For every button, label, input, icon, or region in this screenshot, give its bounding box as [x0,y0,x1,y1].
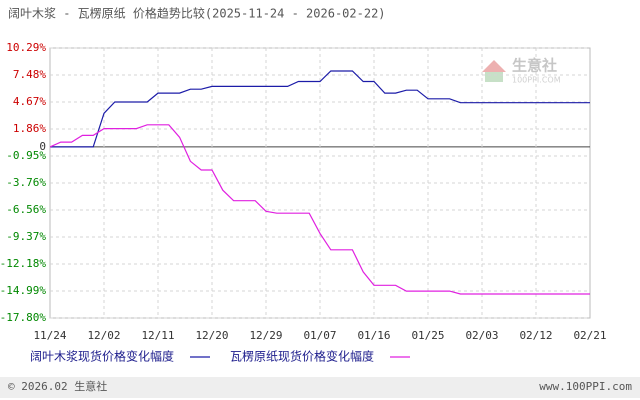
y-tick-label: 4.67% [13,95,46,108]
x-tick-label: 01/16 [357,329,390,342]
y-tick-label: 7.48% [13,68,46,81]
watermark-logo [485,72,503,82]
x-tick-label: 02/21 [573,329,606,342]
chart-title: 阔叶木浆 - 瓦楞原纸 价格趋势比较(2025-11-24 - 2026-02-… [8,6,386,21]
y-tick-label: -14.99% [0,284,46,297]
y-tick-label: 1.86% [13,122,46,135]
y-tick-label: -6.56% [6,203,46,216]
footer-site: www.100PPI.com [539,380,632,393]
y-tick-label: -12.18% [0,257,46,270]
x-tick-label: 12/11 [141,329,174,342]
watermark-name: 生意社 [512,57,557,75]
y-tick-label: -0.95% [6,149,46,162]
watermark: 生意社 100PPI.COM [482,57,561,85]
x-tick-label: 12/02 [87,329,120,342]
x-tick-label: 02/12 [519,329,552,342]
series-line [50,70,590,148]
legend-label: 阔叶木浆现货价格变化幅度 [30,349,174,364]
y-tick-label: -3.76% [6,176,46,189]
y-tick-label: 0 [39,140,46,153]
footer-bar [0,377,640,398]
x-tick-label: 02/03 [465,329,498,342]
watermark-logo [482,60,506,72]
legend-label: 瓦楞原纸现货价格变化幅度 [230,349,374,364]
x-tick-label: 01/25 [411,329,444,342]
y-tick-label: -17.80% [0,311,46,324]
footer-copyright: © 2026.02 生意社 [8,379,107,393]
x-tick-label: 12/20 [195,329,228,342]
series-line [49,124,590,295]
x-tick-label: 01/07 [303,329,336,342]
y-tick-label: 10.29% [6,41,46,54]
x-tick-label: 12/29 [249,329,282,342]
x-tick-label: 11/24 [33,329,66,342]
y-tick-label: -9.37% [6,230,46,243]
